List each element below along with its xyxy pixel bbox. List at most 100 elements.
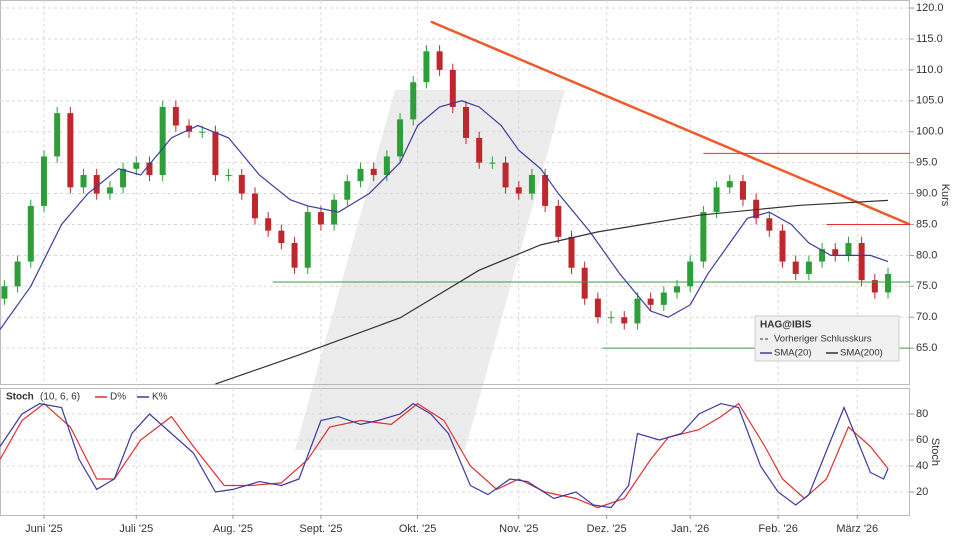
candle-body (660, 292, 667, 305)
stoch-line (0, 402, 889, 509)
candle-body (67, 113, 74, 188)
stoch-params: (10, 6, 6) (40, 392, 80, 403)
candle-body (238, 174, 245, 194)
price-panel (0, 0, 910, 385)
stoch-axis-title: Stoch (929, 438, 941, 466)
y-tick-label: 115.0 (916, 33, 943, 45)
candle-body (423, 51, 430, 83)
y-tick-label: 120.0 (916, 2, 944, 14)
price-axis-title: Kurs (939, 184, 951, 207)
y-tick-label: 105.0 (916, 95, 944, 107)
candle-body (265, 218, 272, 231)
candle-body (700, 212, 707, 262)
legend-label: K% (152, 392, 168, 403)
candle-body (357, 168, 364, 182)
y-tick-label: 75.0 (916, 280, 937, 292)
stoch-title: Stoch (6, 392, 34, 403)
candle-body (120, 168, 127, 188)
x-tick-label: Juli '25 (119, 523, 153, 535)
candle-body (331, 199, 338, 225)
candle-body (528, 174, 535, 194)
candle-body (436, 51, 443, 70)
sma-line (215, 199, 889, 385)
candle-body (766, 218, 773, 231)
legend-label: SMA(20) (774, 348, 811, 359)
x-tick-label: März '26 (836, 523, 878, 535)
candle-body (805, 261, 812, 274)
candle-body (410, 82, 417, 120)
candle-body (1, 286, 8, 299)
x-tick-label: Sept. '25 (299, 523, 342, 535)
candle-body (515, 187, 522, 194)
x-tick-label: Dez. '25 (587, 523, 627, 535)
candle-body (27, 205, 34, 262)
y-tick-label: 70.0 (916, 311, 937, 323)
y-tick-label: 95.0 (916, 157, 937, 169)
candle-body (476, 137, 483, 163)
candle-body (93, 174, 100, 194)
y-tick-label: 85.0 (916, 218, 937, 230)
stoch-line (0, 402, 889, 509)
candle-body (278, 230, 285, 244)
candle-body (647, 298, 654, 305)
candle-body (489, 162, 496, 164)
candle-body (14, 261, 21, 287)
candle-body (502, 162, 509, 188)
candle-body (792, 261, 799, 274)
legend-title: HAG@IBIS (760, 320, 812, 331)
y-tick-label: 80 (916, 408, 928, 420)
legend-label: Vorheriger Schlusskurs (774, 334, 872, 345)
watermark (295, 90, 565, 450)
candle-body (40, 156, 47, 206)
candle-body (397, 119, 404, 157)
candle-body (462, 106, 469, 138)
candle-body (383, 156, 390, 175)
y-tick-label: 100.0 (916, 126, 944, 138)
candle-body (225, 174, 232, 176)
candle-body (621, 317, 628, 324)
y-tick-label: 90.0 (916, 187, 937, 199)
candle-body (832, 249, 839, 256)
x-tick-label: Jan. '26 (671, 523, 709, 535)
legend-label: SMA(200) (840, 348, 883, 359)
x-tick-label: Feb. '26 (758, 523, 797, 535)
candle-body (594, 298, 601, 318)
candle-body (344, 181, 351, 200)
candle-body (885, 273, 892, 293)
stoch-panel (0, 388, 910, 516)
candle-body (542, 174, 549, 206)
candle-body (80, 174, 87, 188)
candle-body (779, 230, 786, 262)
candle-body (713, 187, 720, 213)
candle-body (608, 317, 615, 319)
candle-body (146, 162, 153, 175)
candle-body (304, 212, 311, 268)
candle-body (568, 236, 575, 268)
candle-body (133, 162, 140, 169)
candle-body (54, 113, 61, 157)
candle-body (739, 181, 746, 200)
candle-body (555, 205, 562, 237)
candle-body (251, 193, 258, 219)
x-tick-label: Aug. '25 (213, 523, 253, 535)
candle-body (172, 106, 179, 126)
candle-body (581, 267, 588, 299)
y-tick-label: 65.0 (916, 342, 937, 354)
candle-body (819, 249, 826, 262)
candle-body (106, 187, 113, 194)
y-tick-label: 40 (916, 460, 928, 472)
y-tick-label: 80.0 (916, 249, 937, 261)
candle-body (687, 261, 694, 287)
x-tick-label: Okt. '25 (399, 523, 437, 535)
candle-body (449, 69, 456, 107)
y-tick-label: 110.0 (916, 64, 943, 76)
y-tick-label: 60 (916, 434, 928, 446)
legend-label: D% (110, 392, 126, 403)
candle-body (186, 125, 193, 132)
y-tick-label: 20 (916, 486, 928, 498)
x-tick-label: Juni '25 (25, 523, 63, 535)
candle-body (726, 181, 733, 188)
candle-body (199, 131, 206, 133)
candle-body (634, 298, 641, 324)
